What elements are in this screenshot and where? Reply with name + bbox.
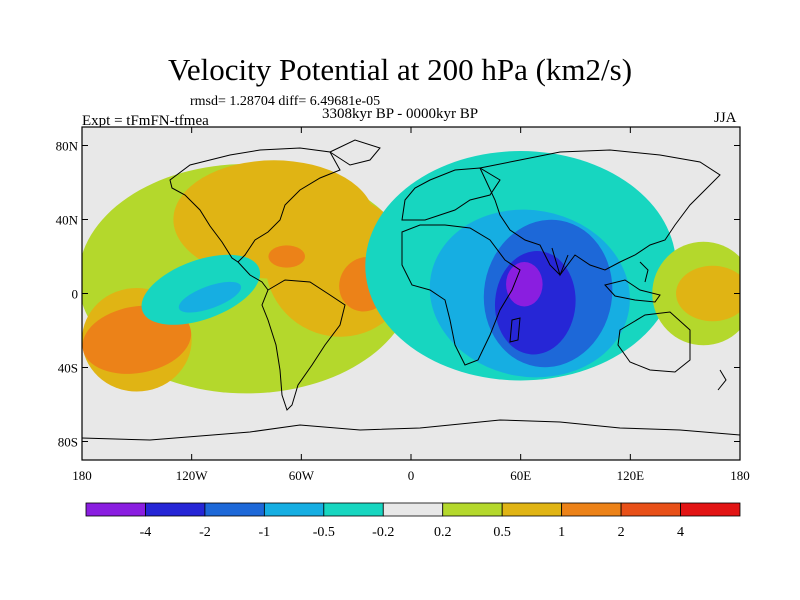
coastline-indonesia — [604, 279, 661, 303]
colorbar-label: -2 — [199, 525, 211, 540]
x-tick-label: 0 — [408, 468, 415, 483]
x-tick-label: 180 — [730, 468, 750, 483]
colorbar-swatch — [442, 502, 503, 517]
y-axis: 80N 40N 0 40S 80S — [56, 139, 740, 450]
coastline-greenland — [328, 139, 381, 166]
region-positive-west-pacific-core — [676, 265, 740, 322]
x-tick-label: 180 — [72, 468, 92, 483]
colorbar-label: 1 — [558, 525, 565, 540]
colorbar-swatch — [501, 502, 563, 517]
period-label: 3308kyr BP - 0000kyr BP — [322, 106, 479, 122]
x-tick-label: 60W — [289, 468, 315, 483]
colorbar-label: 4 — [677, 525, 684, 540]
coastline-india — [551, 247, 569, 277]
region-negative-east-pacific-core — [178, 281, 242, 313]
colorbar: -4 -2 -1 -0.5 -0.2 0.2 0.5 1 2 4 — [85, 502, 741, 540]
coastline-australia — [617, 311, 691, 373]
colorbar-swatch — [680, 502, 741, 517]
region-strong-positive-caribbean — [268, 245, 305, 268]
colorbar-swatch — [145, 502, 206, 517]
colorbar-swatch — [263, 502, 325, 517]
colorbar-label: -4 — [140, 525, 152, 540]
y-tick-label: 80S — [58, 435, 78, 450]
coastline-madagascar — [509, 317, 521, 343]
y-tick-label: 80N — [56, 139, 79, 154]
x-tick-label: 60E — [510, 468, 531, 483]
season-label: JJA — [714, 110, 737, 126]
colorbar-label: -1 — [259, 525, 271, 540]
y-tick-label: 40N — [56, 213, 79, 228]
x-axis: 180 120W 60W 0 60E 120E 180 — [72, 127, 750, 483]
chart-title: Velocity Potential at 200 hPa (km2/s) — [167, 52, 633, 87]
colorbar-swatch — [204, 502, 265, 517]
colorbar-label: -0.2 — [372, 525, 394, 540]
colorbar-swatch — [561, 502, 622, 517]
coastline-africa — [401, 224, 521, 366]
experiment-label: Expt = tFmFN-tfmea — [82, 113, 209, 129]
colorbar-swatch — [85, 502, 146, 517]
colorbar-label: -0.5 — [313, 525, 335, 540]
y-tick-label: 0 — [72, 287, 79, 302]
colorbar-label: 2 — [618, 525, 625, 540]
coastline-south-america — [261, 279, 346, 411]
coastline-new-zealand — [717, 369, 727, 391]
coastline-europe — [401, 167, 501, 221]
x-tick-label: 120E — [617, 468, 645, 483]
colorbar-swatch — [620, 502, 681, 517]
coastline-antarctica — [82, 419, 740, 441]
coastline-central-america — [237, 261, 269, 291]
x-tick-label: 120W — [176, 468, 209, 483]
coastline-asia — [479, 149, 721, 276]
stats-line: rmsd= 1.28704 diff= 6.49681e-05 — [190, 94, 381, 109]
region-minimum-arabian-sea — [506, 262, 543, 307]
coastline-layer — [82, 139, 740, 441]
y-tick-label: 40S — [58, 361, 78, 376]
colorbar-label: 0.2 — [434, 525, 452, 540]
colorbar-swatch — [323, 502, 384, 517]
field-layer — [82, 127, 740, 460]
colorbar-swatch — [382, 502, 444, 517]
coastline-philippines — [639, 261, 649, 283]
coastline-north-america — [169, 147, 341, 263]
colorbar-label: 0.5 — [493, 525, 511, 540]
